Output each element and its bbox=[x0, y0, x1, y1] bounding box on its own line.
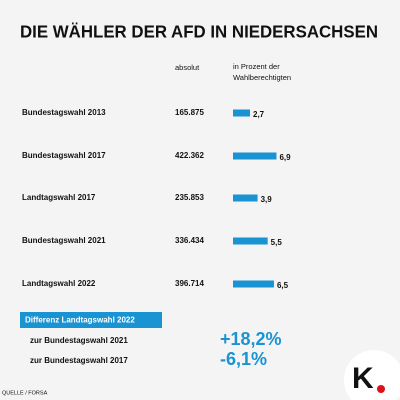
difference-label: zur Bundestagswahl 2021 bbox=[30, 336, 128, 345]
logo: K bbox=[352, 362, 374, 395]
difference-title: Differenz Landtagswahl 2022 bbox=[25, 316, 135, 325]
category-label: Bundestagswahl 2017 bbox=[22, 151, 106, 160]
chart-title: DIE WÄHLER DER AFD IN NIEDERSACHSEN bbox=[20, 22, 378, 42]
bar bbox=[233, 109, 251, 117]
value-label: 2,7 bbox=[253, 110, 265, 119]
bar bbox=[233, 194, 258, 202]
logo-circle bbox=[344, 350, 400, 400]
absolute-value: 422.362 bbox=[175, 151, 204, 160]
category-label: Landtagswahl 2022 bbox=[22, 279, 96, 288]
difference-value: +18,2% bbox=[220, 329, 282, 349]
source: QUELLE / FORSA bbox=[2, 390, 48, 396]
value-label: 6,5 bbox=[277, 281, 289, 290]
absolute-value: 336.434 bbox=[175, 236, 204, 245]
column-header: absolut bbox=[175, 63, 200, 72]
bar bbox=[233, 280, 274, 288]
value-label: 6,9 bbox=[279, 153, 291, 162]
absolute-value: 235.853 bbox=[175, 193, 204, 202]
bar bbox=[233, 237, 268, 245]
value-label: 5,5 bbox=[271, 238, 283, 247]
column-header: Wahlberechtigten bbox=[233, 73, 291, 82]
difference-label: zur Bundestagswahl 2017 bbox=[30, 356, 128, 365]
difference-box bbox=[20, 312, 162, 328]
logo-dot bbox=[377, 385, 385, 393]
bar bbox=[233, 152, 277, 160]
column-header: in Prozent der bbox=[233, 62, 280, 71]
category-label: Bundestagswahl 2021 bbox=[22, 236, 106, 245]
absolute-value: 165.875 bbox=[175, 108, 204, 117]
absolute-value: 396.714 bbox=[175, 279, 204, 288]
category-label: Landtagswahl 2017 bbox=[22, 193, 96, 202]
value-label: 3,9 bbox=[261, 195, 273, 204]
difference-value: -6,1% bbox=[220, 349, 267, 369]
category-label: Bundestagswahl 2013 bbox=[22, 108, 106, 117]
